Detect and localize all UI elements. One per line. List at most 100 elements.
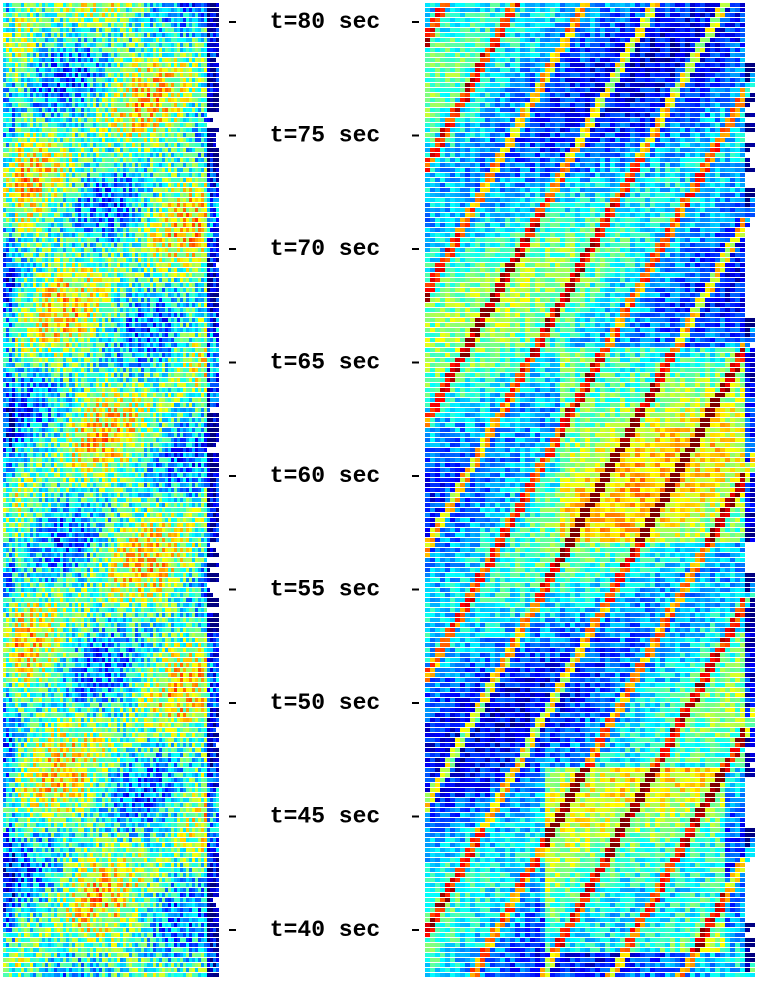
heat-cell [96,178,99,182]
heat-cell [150,313,153,317]
heat-cell [12,293,15,297]
heat-cell [204,243,207,247]
heat-cell [24,48,27,52]
heat-cell [81,143,84,147]
heat-cell [189,88,192,92]
heat-cell [21,263,24,267]
heat-cell [114,228,117,232]
heat-cell [111,143,114,147]
heat-cell [204,308,207,312]
heat-cell [63,168,66,172]
heat-cell [60,118,63,122]
heat-cell [60,128,63,132]
heat-cell [204,233,207,237]
heat-cell [63,238,66,242]
heat-cell [162,328,165,332]
heat-cell [123,343,126,347]
heat-cell [27,283,30,287]
heat-cell [33,98,36,102]
heat-cell [84,328,87,332]
heat-cell [132,323,135,327]
heat-cell [45,53,48,57]
heat-cell [30,208,33,212]
heat-cell [126,108,129,112]
heat-cell [129,178,132,182]
heat-cell [117,273,120,277]
heat-cell [201,153,204,157]
heat-cell [177,323,180,327]
heat-cell [18,63,21,67]
heat-cell [9,178,12,182]
heat-cell [114,263,117,267]
heat-cell [171,158,174,162]
heat-cell [87,18,90,22]
heat-cell [30,123,33,127]
heat-cell [81,13,84,17]
heat-cell [135,263,138,267]
heat-cell [201,138,204,142]
heat-cell [207,73,210,77]
heat-cell [102,243,105,247]
heat-cell [207,348,210,352]
heat-cell [150,308,153,312]
heat-cell [186,183,189,187]
heat-cell [180,143,183,147]
heat-cell [147,43,150,47]
heat-cell [39,218,42,222]
heat-cell [144,78,147,82]
heat-cell [45,348,48,352]
heat-cell [165,143,168,147]
heat-cell [24,28,27,32]
heat-cell [72,228,75,232]
heat-cell [213,38,216,42]
heat-cell [195,138,198,142]
heat-cell [3,143,6,147]
heat-cell [21,63,24,67]
heat-cell [201,118,204,122]
heat-cell [12,153,15,157]
heat-cell [87,183,90,187]
heat-cell [90,283,93,287]
heat-cell [192,253,195,257]
heat-cell [180,278,183,282]
heat-cell [132,3,135,7]
heat-cell [63,63,66,67]
heat-cell [207,3,210,7]
heat-cell [171,68,174,72]
heat-cell [93,258,96,262]
heat-cell [108,43,111,47]
heat-cell [111,128,114,132]
heat-cell [117,138,120,142]
heat-cell [171,273,174,277]
heat-cell [189,193,192,197]
heat-cell [81,188,84,192]
heat-cell [108,223,111,227]
heat-cell [21,218,24,222]
heat-cell [177,173,180,177]
heat-cell [153,248,156,252]
heat-cell [99,328,102,332]
heat-cell [213,43,216,47]
heat-cell [9,53,12,57]
heat-cell [6,13,9,17]
heat-cell [210,43,213,47]
heat-cell [48,138,51,142]
heat-cell [84,163,87,167]
heat-cell [138,8,141,12]
heat-cell [15,33,18,37]
heat-cell [114,88,117,92]
heat-cell [204,268,207,272]
heat-cell [111,258,114,262]
heat-cell [177,8,180,12]
heat-cell [180,243,183,247]
heat-cell [117,193,120,197]
heat-cell [105,18,108,22]
heat-cell [114,43,117,47]
heat-cell [69,203,72,207]
heat-cell [147,203,150,207]
heat-cell [84,153,87,157]
heat-cell [204,218,207,222]
heat-cell [93,173,96,177]
heat-cell [27,178,30,182]
heat-cell [57,313,60,317]
